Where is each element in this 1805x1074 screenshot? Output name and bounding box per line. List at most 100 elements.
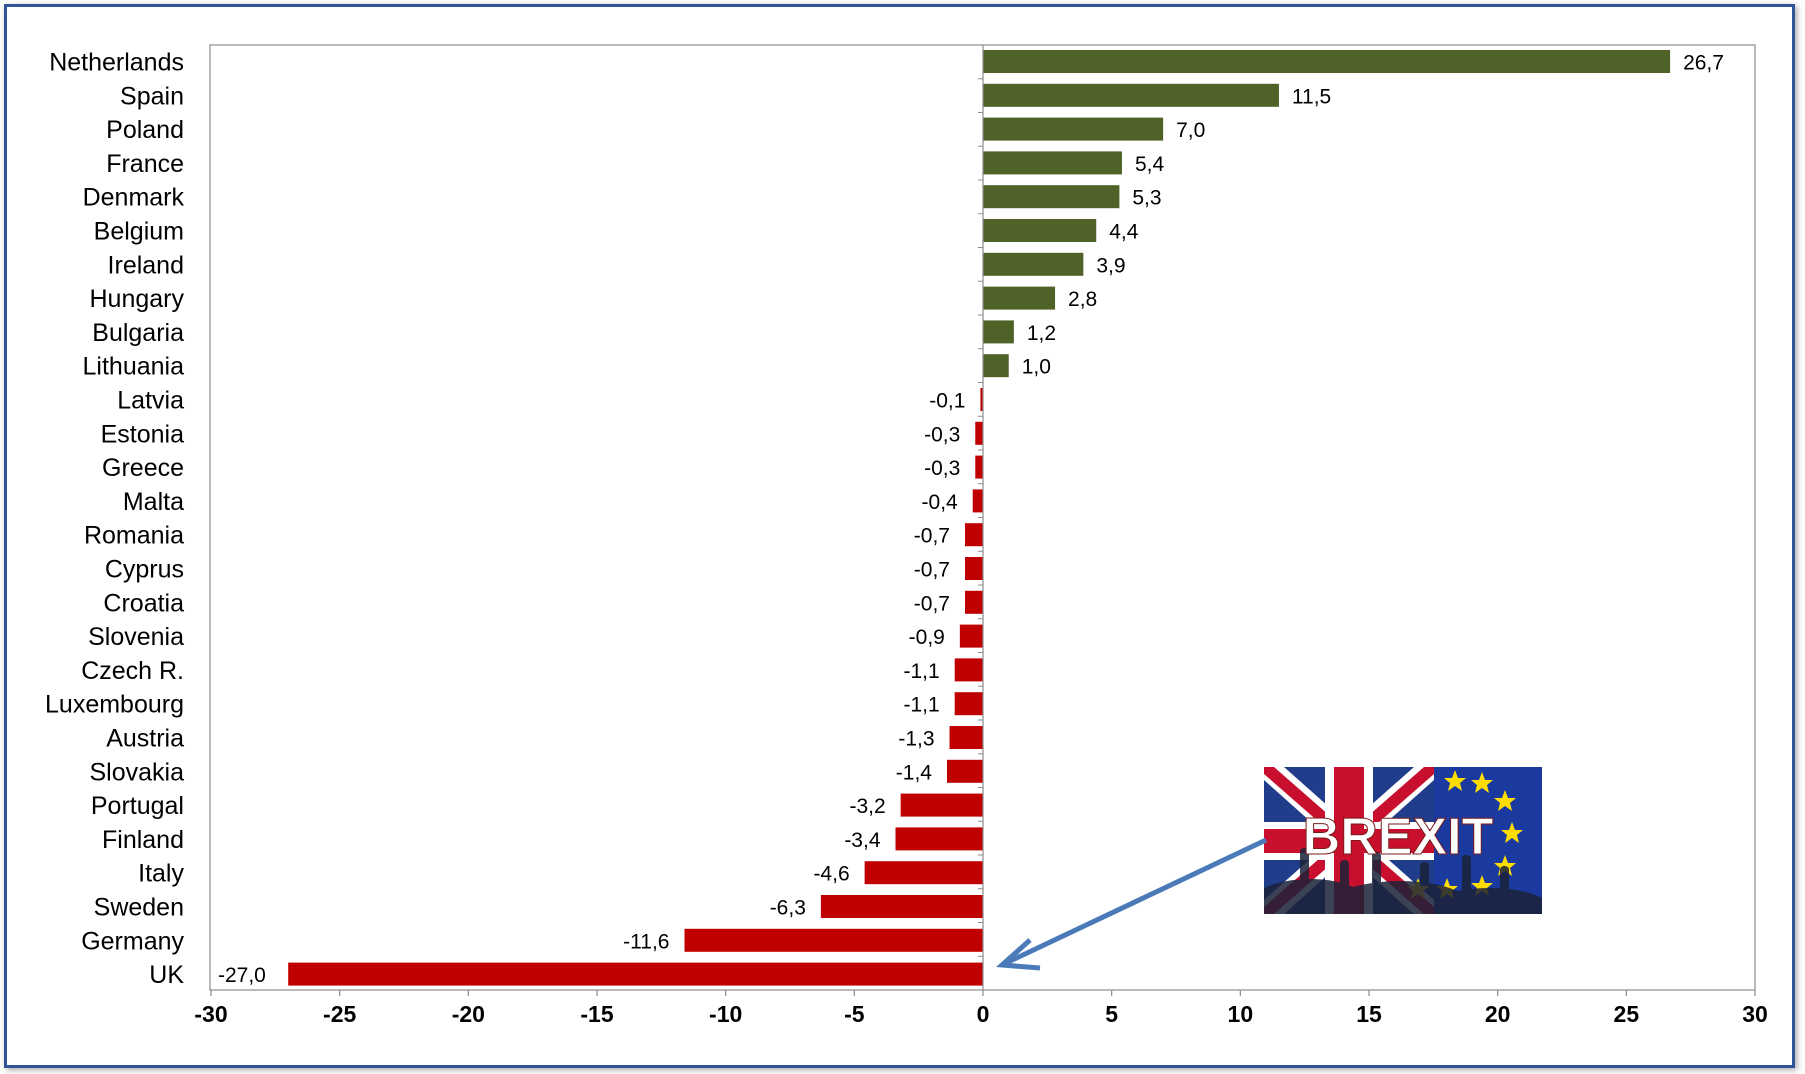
value-label-slovenia: -0,9	[909, 626, 945, 649]
bar-germany	[684, 928, 983, 952]
x-tick-label: 25	[1614, 1001, 1640, 1027]
annotation-arrow	[995, 837, 1268, 971]
value-label-italy: -4,6	[813, 863, 849, 886]
x-tick-label: -20	[452, 1001, 485, 1027]
bar-denmark	[983, 185, 1120, 209]
bar-croatia	[964, 590, 983, 614]
category-label-croatia: Croatia	[103, 589, 184, 617]
category-label-poland: Poland	[106, 116, 184, 144]
bar-netherlands	[983, 50, 1671, 73]
bar-finland	[895, 827, 983, 851]
bar-luxembourg	[954, 692, 983, 716]
value-label-finland: -3,4	[844, 829, 881, 852]
value-label-netherlands: 26,7	[1683, 52, 1724, 75]
x-tick-label: -30	[194, 1001, 227, 1027]
category-label-slovenia: Slovenia	[88, 623, 184, 651]
brexit-text: BREXIT	[1303, 808, 1494, 866]
value-label-france: 5,4	[1135, 153, 1165, 176]
x-tick-label: 10	[1228, 1001, 1254, 1027]
category-label-cyprus: Cyprus	[105, 556, 184, 584]
bar-poland	[983, 117, 1164, 141]
category-label-malta: Malta	[123, 488, 184, 516]
value-label-czech-r: -1,1	[904, 660, 940, 683]
bar-italy	[864, 861, 983, 885]
bar-bulgaria	[983, 320, 1014, 344]
value-label-croatia: -0,7	[914, 592, 950, 615]
category-label-lithuania: Lithuania	[83, 353, 185, 381]
value-label-estonia: -0,3	[924, 423, 960, 446]
value-label-slovakia: -1,4	[896, 761, 933, 784]
value-label-latvia: -0,1	[929, 390, 965, 413]
value-label-lithuania: 1,0	[1022, 356, 1051, 379]
value-label-germany: -11,6	[623, 930, 669, 953]
bar-malta	[972, 489, 983, 513]
value-label-uk: -27,0	[218, 964, 266, 987]
category-label-spain: Spain	[120, 82, 184, 110]
category-label-germany: Germany	[81, 927, 184, 955]
brexit-flag-image: BREXIT	[1264, 767, 1542, 914]
value-label-malta: -0,4	[922, 491, 959, 514]
category-label-latvia: Latvia	[117, 387, 184, 415]
value-label-sweden: -6,3	[770, 897, 806, 920]
bar-uk	[288, 962, 983, 986]
value-label-cyprus: -0,7	[914, 559, 950, 582]
value-label-poland: 7,0	[1176, 119, 1205, 142]
bar-slovakia	[946, 759, 983, 783]
category-label-austria: Austria	[106, 725, 184, 753]
bar-portugal	[900, 793, 983, 817]
category-label-uk: UK	[149, 961, 184, 989]
category-label-ireland: Ireland	[108, 251, 184, 279]
bar-sweden	[820, 895, 983, 918]
category-label-estonia: Estonia	[101, 420, 184, 448]
value-label-ireland: 3,9	[1096, 254, 1125, 277]
category-label-luxembourg: Luxembourg	[45, 691, 184, 719]
bar-cyprus	[964, 557, 983, 580]
bar-slovenia	[959, 624, 983, 648]
category-label-greece: Greece	[102, 454, 184, 482]
bar-estonia	[975, 421, 983, 445]
bar-greece	[975, 455, 983, 479]
x-tick-label: 5	[1105, 1001, 1118, 1027]
category-label-france: France	[106, 150, 184, 178]
x-tick-label: 30	[1742, 1001, 1768, 1027]
value-label-romania: -0,7	[914, 525, 950, 548]
category-label-belgium: Belgium	[94, 218, 184, 246]
x-tick-label: -5	[844, 1001, 865, 1027]
value-label-bulgaria: 1,2	[1027, 322, 1056, 345]
value-label-luxembourg: -1,1	[904, 694, 940, 717]
x-tick-label: -15	[580, 1001, 613, 1027]
bars-layer	[288, 50, 1671, 986]
value-label-portugal: -3,2	[849, 795, 885, 818]
x-tick-label: 20	[1485, 1001, 1511, 1027]
bar-latvia	[980, 388, 983, 411]
category-label-denmark: Denmark	[83, 184, 185, 212]
bar-ireland	[983, 252, 1084, 276]
value-label-spain: 11,5	[1292, 85, 1331, 108]
axis-layer: -30 -25 -20 -15 -10 -5 0 5 10 15 20 25 30	[194, 44, 1768, 1027]
category-label-netherlands: Netherlands	[49, 49, 184, 77]
bar-belgium	[983, 219, 1097, 242]
x-tick-label: -10	[709, 1001, 742, 1027]
category-label-finland: Finland	[102, 826, 184, 854]
x-tick-label: -25	[323, 1001, 356, 1027]
x-tick-label: 0	[977, 1001, 990, 1027]
value-label-greece: -0,3	[924, 457, 960, 480]
bar-hungary	[983, 286, 1056, 310]
x-tick-label: 15	[1356, 1001, 1382, 1027]
bar-france	[983, 151, 1122, 175]
category-label-bulgaria: Bulgaria	[92, 319, 184, 347]
category-label-italy: Italy	[138, 860, 184, 888]
value-label-austria: -1,3	[898, 728, 934, 751]
category-label-portugal: Portugal	[91, 792, 184, 820]
category-label-sweden: Sweden	[94, 894, 184, 922]
value-label-hungary: 2,8	[1068, 288, 1097, 311]
bar-austria	[949, 726, 983, 749]
category-label-hungary: Hungary	[90, 285, 185, 313]
category-label-czech-r: Czech R.	[81, 657, 184, 685]
category-label-romania: Romania	[84, 522, 184, 550]
value-label-denmark: 5,3	[1132, 187, 1161, 210]
bar-spain	[983, 83, 1279, 107]
labels-layer: Netherlands 26,7 Spain 11,5 Poland 7,0 France 5…	[45, 49, 1724, 990]
value-label-belgium: 4,4	[1109, 221, 1139, 244]
